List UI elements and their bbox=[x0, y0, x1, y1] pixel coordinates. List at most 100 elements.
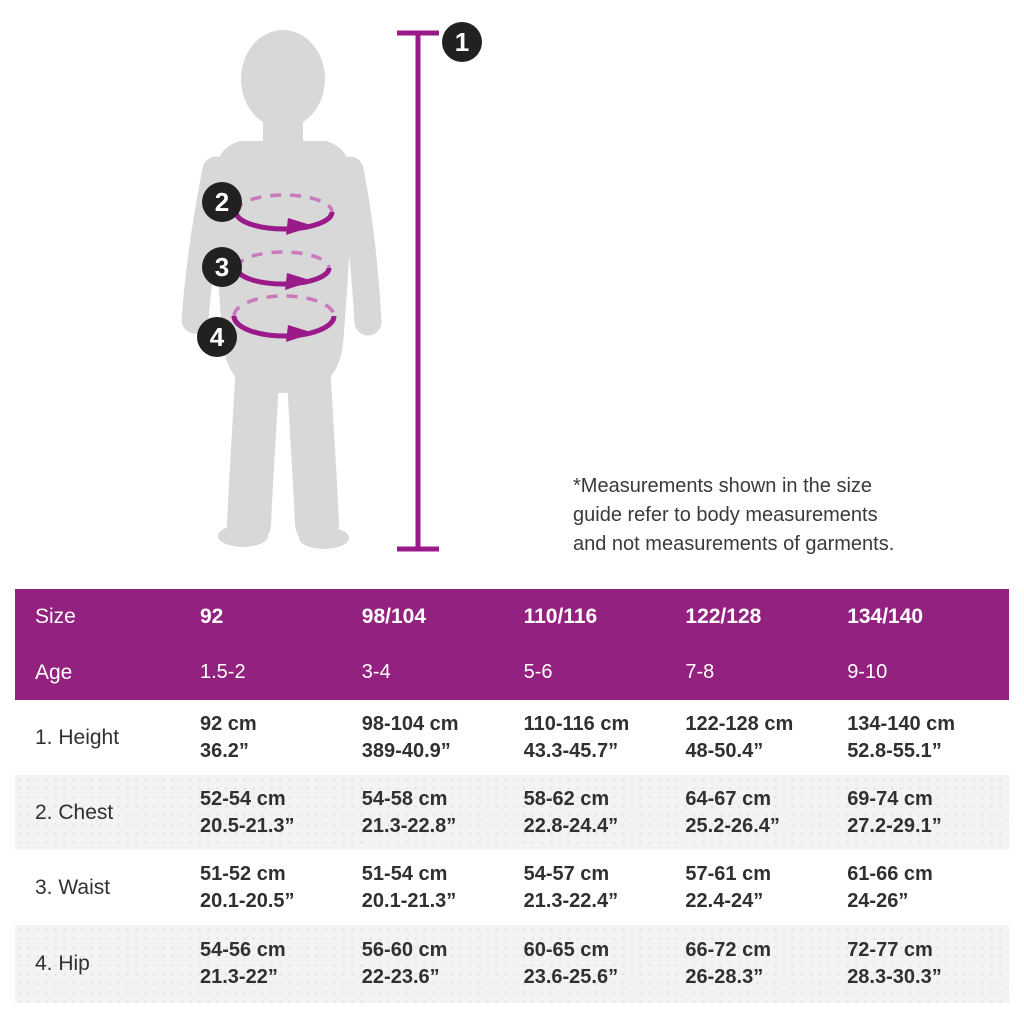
inch-value: 36.2” bbox=[200, 739, 249, 762]
chest-size-110-116: 58-62 cm 22.8-24.4” bbox=[524, 775, 686, 850]
marker-hip-number: 4 bbox=[209, 322, 225, 352]
inch-value: 22.4-24” bbox=[685, 889, 764, 912]
hip-size-134-140: 72-77 cm 28.3-30.3” bbox=[847, 925, 1009, 1003]
inch-value: 23.6-25.6” bbox=[523, 966, 619, 988]
chest-size-122-128: 64-67 cm 25.2-26.4” bbox=[685, 775, 847, 850]
measurements-note: *Measurements shown in the size guide re… bbox=[573, 472, 933, 559]
hip-size-92: 54-56 cm 21.3-22” bbox=[200, 925, 362, 1003]
age-label: Age bbox=[35, 660, 73, 684]
cm-value: 57-61 cm bbox=[685, 862, 772, 885]
age-col-1: 1.5-2 bbox=[200, 661, 246, 683]
inch-value: 27.2-29.1” bbox=[847, 814, 942, 837]
row-label-chest: 2. Chest bbox=[35, 800, 114, 824]
inch-value: 22.8-24.4” bbox=[523, 814, 619, 837]
cm-value: 51-54 cm bbox=[361, 862, 448, 885]
waist-size-110-116: 54-57 cm 21.3-22.4” bbox=[524, 850, 686, 925]
inch-value: 21.3-22” bbox=[200, 966, 278, 988]
age-col-3: 5-6 bbox=[523, 661, 553, 683]
waist-row: 3. Waist 51-52 cm 20.1-20.5” 51-54 cm 20… bbox=[15, 850, 1009, 925]
cm-value: 69-74 cm bbox=[847, 787, 933, 810]
age-col-4: 7-8 bbox=[685, 661, 715, 683]
waist-size-92: 51-52 cm 20.1-20.5” bbox=[200, 850, 362, 925]
inch-value: 21.3-22.4” bbox=[523, 889, 619, 912]
chest-size-92: 52-54 cm 20.5-21.3” bbox=[200, 775, 362, 850]
cm-value: 54-58 cm bbox=[361, 787, 448, 810]
size-col-4: 122/128 bbox=[685, 605, 762, 628]
marker-waist-number: 3 bbox=[214, 252, 230, 282]
note-line-2: guide refer to body measurements bbox=[573, 504, 878, 526]
height-size-98-104: 98-104 cm 389-40.9” bbox=[362, 700, 524, 775]
note-line-1: *Measurements shown in the size bbox=[573, 475, 873, 497]
marker-height: 1 bbox=[442, 22, 482, 62]
waist-size-122-128: 57-61 cm 22.4-24” bbox=[685, 850, 847, 925]
cm-value: 52-54 cm bbox=[200, 787, 286, 810]
cm-value: 72-77 cm bbox=[847, 939, 933, 961]
size-col-5: 134/140 bbox=[847, 605, 924, 628]
hip-size-122-128: 66-72 cm 26-28.3” bbox=[685, 925, 847, 1003]
cm-value: 58-62 cm bbox=[523, 787, 610, 810]
cm-value: 92 cm bbox=[200, 712, 257, 735]
cm-value: 61-66 cm bbox=[847, 862, 933, 885]
row-label-waist: 3. Waist bbox=[35, 875, 111, 899]
inch-value: 48-50.4” bbox=[685, 739, 764, 762]
cm-value: 66-72 cm bbox=[685, 939, 772, 961]
row-label-height: 1. Height bbox=[35, 725, 120, 749]
inch-value: 52.8-55.1” bbox=[847, 739, 942, 762]
hip-size-98-104: 56-60 cm 22-23.6” bbox=[362, 925, 524, 1003]
chest-size-98-104: 54-58 cm 21.3-22.8” bbox=[362, 775, 524, 850]
hip-size-110-116: 60-65 cm 23.6-25.6” bbox=[524, 925, 686, 1003]
marker-hip: 4 bbox=[197, 317, 237, 357]
inch-value: 389-40.9” bbox=[361, 739, 451, 762]
cm-value: 54-56 cm bbox=[200, 939, 286, 961]
cm-value: 54-57 cm bbox=[523, 862, 610, 885]
size-table-header: Size 92 98/104 110/116 122/128 134/140 A… bbox=[15, 589, 1009, 700]
size-col-2: 98/104 bbox=[361, 605, 427, 628]
hip-row: 4. Hip 54-56 cm 21.3-22” 56-60 cm 22-23.… bbox=[15, 925, 1009, 1003]
age-header-row: Age 1.5-2 3-4 5-6 7-8 9-10 bbox=[15, 645, 1009, 700]
inch-value: 24-26” bbox=[847, 889, 909, 912]
inch-value: 26-28.3” bbox=[685, 966, 764, 988]
inch-value: 25.2-26.4” bbox=[685, 814, 780, 837]
size-header-row: Size 92 98/104 110/116 122/128 134/140 bbox=[15, 589, 1009, 645]
cm-value: 134-140 cm bbox=[847, 712, 956, 735]
inch-value: 20.1-20.5” bbox=[200, 889, 295, 912]
marker-waist: 3 bbox=[202, 247, 242, 287]
size-col-1: 92 bbox=[200, 605, 224, 628]
note-line-3: and not measurements of garments. bbox=[573, 533, 895, 555]
inch-value: 21.3-22.8” bbox=[361, 814, 457, 837]
cm-value: 98-104 cm bbox=[361, 712, 459, 735]
height-size-92: 92 cm 36.2” bbox=[200, 700, 362, 775]
size-label: Size bbox=[35, 605, 76, 628]
chest-row: 2. Chest 52-54 cm 20.5-21.3” 54-58 cm 21… bbox=[15, 775, 1009, 850]
height-size-122-128: 122-128 cm 48-50.4” bbox=[685, 700, 847, 775]
waist-size-134-140: 61-66 cm 24-26” bbox=[847, 850, 1009, 925]
waist-measure-ellipse bbox=[234, 250, 332, 290]
cm-value: 60-65 cm bbox=[523, 939, 610, 961]
row-label-hip: 4. Hip bbox=[35, 952, 90, 975]
chest-size-134-140: 69-74 cm 27.2-29.1” bbox=[847, 775, 1009, 850]
waist-size-98-104: 51-54 cm 20.1-21.3” bbox=[362, 850, 524, 925]
size-guide-figure bbox=[181, 30, 439, 552]
inch-value: 28.3-30.3” bbox=[847, 966, 942, 988]
age-col-2: 3-4 bbox=[361, 661, 391, 683]
marker-chest-number: 2 bbox=[214, 187, 230, 217]
child-silhouette bbox=[181, 30, 382, 549]
inch-value: 20.1-21.3” bbox=[361, 889, 457, 912]
inch-value: 22-23.6” bbox=[361, 966, 440, 988]
age-col-5: 9-10 bbox=[847, 661, 888, 683]
size-col-3: 110/116 bbox=[523, 605, 598, 628]
height-row: 1. Height 92 cm 36.2” 98-104 cm 389-40.9… bbox=[15, 700, 1009, 775]
height-size-134-140: 134-140 cm 52.8-55.1” bbox=[847, 700, 1009, 775]
height-measure-line bbox=[397, 30, 439, 552]
cm-value: 51-52 cm bbox=[200, 862, 286, 885]
inch-value: 20.5-21.3” bbox=[200, 814, 295, 837]
marker-height-number: 1 bbox=[454, 27, 470, 57]
cm-value: 64-67 cm bbox=[685, 787, 772, 810]
hip-measure-ellipse bbox=[231, 294, 337, 342]
height-size-110-116: 110-116 cm 43.3-45.7” bbox=[524, 700, 686, 775]
marker-chest: 2 bbox=[202, 182, 242, 222]
cm-value: 110-116 cm bbox=[523, 712, 630, 735]
inch-value: 43.3-45.7” bbox=[523, 739, 619, 762]
cm-value: 56-60 cm bbox=[361, 939, 448, 961]
